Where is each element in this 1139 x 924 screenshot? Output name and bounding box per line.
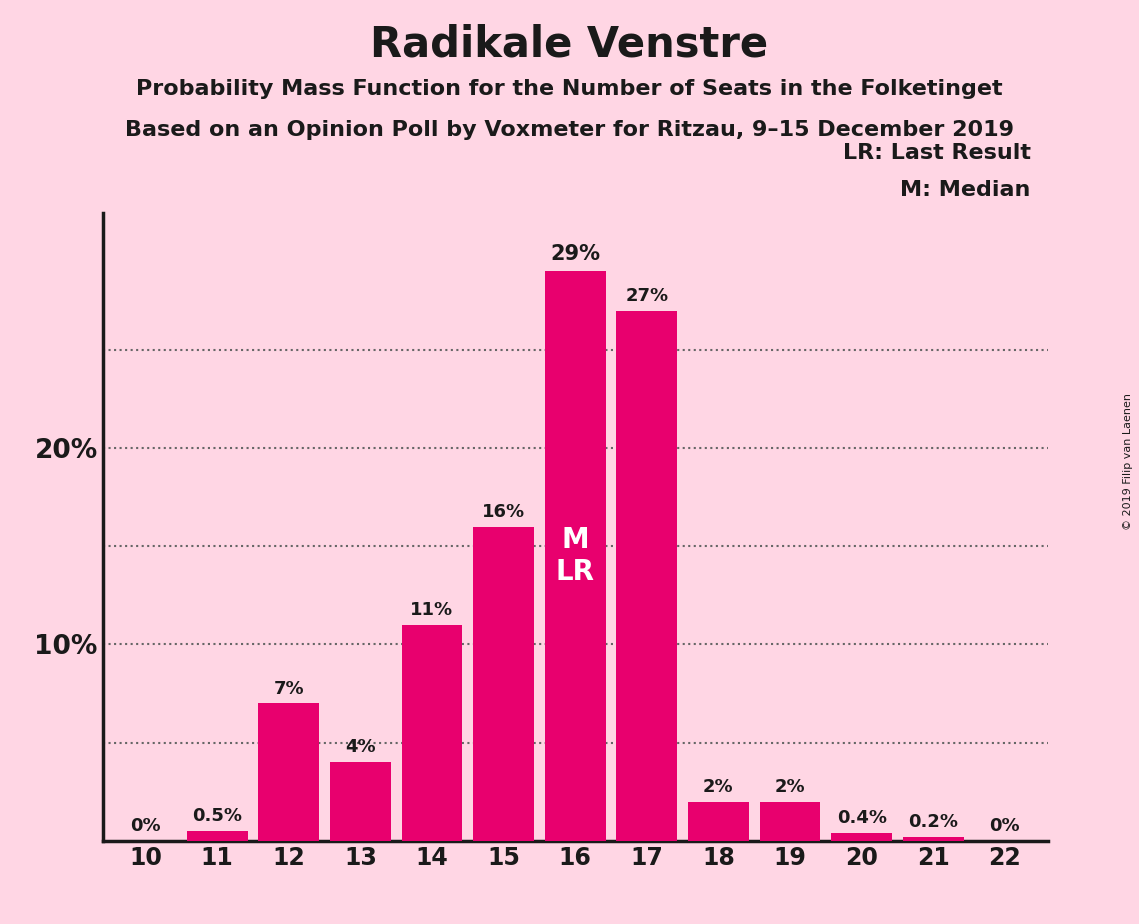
Bar: [688, 801, 748, 841]
Text: 0.5%: 0.5%: [192, 808, 243, 825]
Text: Probability Mass Function for the Number of Seats in the Folketinget: Probability Mass Function for the Number…: [137, 79, 1002, 99]
Bar: [187, 831, 247, 841]
Text: M
LR: M LR: [556, 526, 595, 587]
Text: LR: Last Result: LR: Last Result: [843, 143, 1031, 164]
Text: 29%: 29%: [550, 244, 600, 263]
Text: 0.2%: 0.2%: [908, 813, 958, 831]
Bar: [831, 833, 892, 841]
Text: Based on an Opinion Poll by Voxmeter for Ritzau, 9–15 December 2019: Based on an Opinion Poll by Voxmeter for…: [125, 120, 1014, 140]
Bar: [402, 625, 462, 841]
Bar: [259, 703, 319, 841]
Bar: [544, 272, 606, 841]
Text: 2%: 2%: [703, 778, 734, 796]
Bar: [760, 801, 820, 841]
Bar: [473, 527, 534, 841]
Text: 0%: 0%: [130, 817, 161, 835]
Text: 7%: 7%: [273, 679, 304, 698]
Bar: [616, 310, 678, 841]
Text: M: Median: M: Median: [901, 180, 1031, 201]
Text: 0%: 0%: [990, 817, 1021, 835]
Text: 2%: 2%: [775, 778, 805, 796]
Text: 4%: 4%: [345, 738, 376, 757]
Text: © 2019 Filip van Laenen: © 2019 Filip van Laenen: [1123, 394, 1133, 530]
Text: Radikale Venstre: Radikale Venstre: [370, 23, 769, 65]
Bar: [330, 762, 391, 841]
Text: 16%: 16%: [482, 503, 525, 521]
Text: 0.4%: 0.4%: [837, 809, 886, 827]
Text: 11%: 11%: [410, 601, 453, 619]
Bar: [903, 837, 964, 841]
Text: 27%: 27%: [625, 286, 669, 305]
